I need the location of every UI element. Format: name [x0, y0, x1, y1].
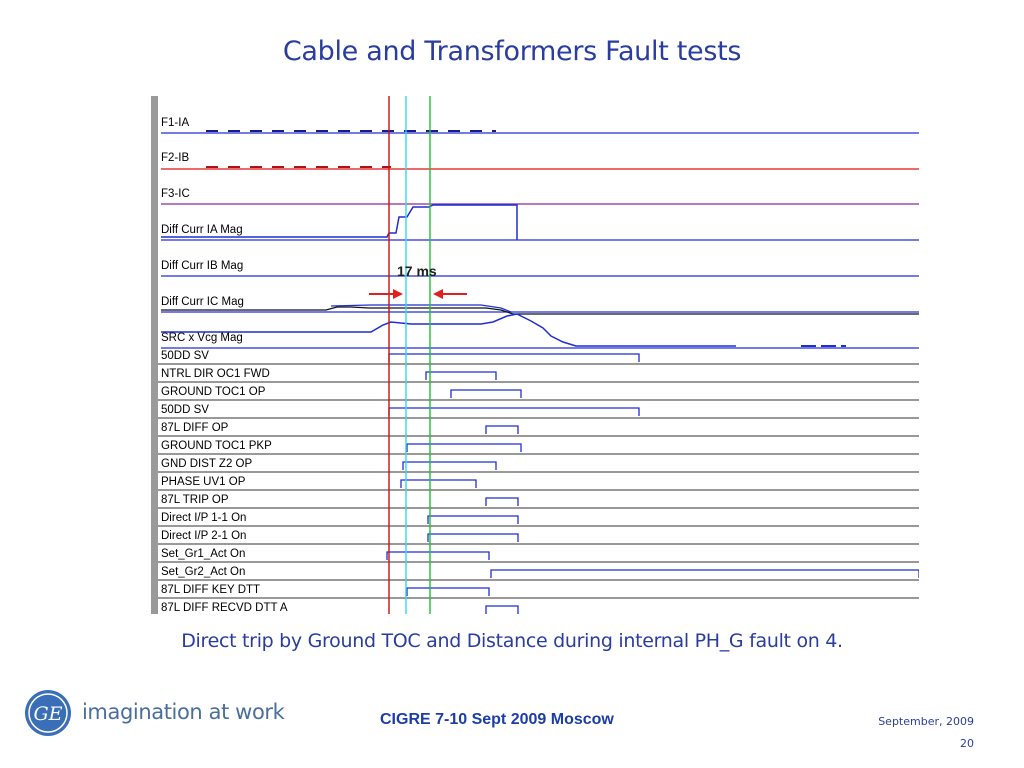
- digital-trace: [485, 425, 519, 434]
- digital-channel-label: 50DD SV: [161, 350, 209, 362]
- digital-trace: [402, 461, 497, 470]
- trace-diff-curr-ic-mag: [161, 306, 919, 315]
- digital-trace: [450, 389, 522, 398]
- digital-trace: [485, 497, 519, 506]
- analog-channel-label: Diff Curr IB Mag: [161, 260, 243, 272]
- trace-src-vcg-mag: [161, 313, 736, 347]
- analog-channel-label: F1-IA: [161, 117, 189, 129]
- oscillography-panel: F1-IA F2-IB F3-IC Diff Curr IA Mag Diff Curr…: [151, 96, 919, 614]
- annotation-17ms: 17 ms: [397, 263, 437, 279]
- tagline: imagination at work: [82, 700, 285, 724]
- digital-channel-label: GROUND TOC1 PKP: [161, 440, 272, 452]
- logo-text: GE: [33, 703, 62, 725]
- page-number: 20: [960, 737, 974, 750]
- digital-trace: [406, 443, 522, 452]
- digital-trace: [400, 479, 477, 488]
- oscillography-chart: F1-IA F2-IB F3-IC Diff Curr IA Mag Diff Curr…: [151, 96, 919, 614]
- slide-caption: Direct trip by Ground TOC and Distance d…: [181, 630, 843, 652]
- digital-channel-label: Set_Gr1_Act On: [161, 548, 245, 560]
- digital-channel-label: 87L TRIP OP: [161, 494, 229, 506]
- digital-channel-label: 87L DIFF KEY DTT: [161, 584, 260, 596]
- digital-channel-label: Direct I/P 1-1 On: [161, 512, 246, 524]
- digital-trace: [427, 533, 519, 542]
- footer-date: September, 2009: [878, 715, 974, 728]
- analog-channel-label: Diff Curr IC Mag: [161, 296, 244, 308]
- digital-channel-label: PHASE UV1 OP: [161, 476, 246, 488]
- ge-logo-icon: GE: [25, 690, 71, 736]
- arrow-left-head-icon: [433, 289, 443, 299]
- analog-channel-label: Diff Curr IA Mag: [161, 224, 243, 236]
- digital-channel-label: 50DD SV: [161, 404, 209, 416]
- digital-trace: [490, 569, 919, 578]
- digital-trace: [388, 353, 640, 362]
- digital-trace: [425, 371, 497, 380]
- digital-trace: [485, 605, 519, 614]
- digital-trace: [388, 407, 640, 416]
- digital-channel-label: NTRL DIR OC1 FWD: [161, 368, 270, 380]
- digital-channel-label: Set_Gr2_Act On: [161, 566, 245, 578]
- digital-channel-label: 87L DIFF RECVD DTT A: [161, 602, 288, 614]
- digital-channel-label: GND DIST Z2 OP: [161, 458, 252, 470]
- digital-channel-label: Direct I/P 2-1 On: [161, 530, 246, 542]
- analog-channel-label: SRC x Vcg Mag: [161, 332, 243, 344]
- digital-trace: [406, 587, 490, 596]
- panel-scrollbar[interactable]: [151, 96, 158, 614]
- trace-diff-curr-ic-mag-overlay: [330, 304, 512, 313]
- digital-channel-label: GROUND TOC1 OP: [161, 386, 266, 398]
- digital-channel-label: 87L DIFF OP: [161, 422, 229, 434]
- analog-channel-label: F2-IB: [161, 152, 189, 164]
- digital-trace: [386, 551, 490, 560]
- arrow-right-head-icon: [393, 289, 403, 299]
- digital-trace: [427, 515, 519, 524]
- footer-event: CIGRE 7-10 Sept 2009 Moscow: [380, 711, 614, 728]
- slide-title: Cable and Transformers Fault tests: [282, 36, 742, 67]
- analog-channel-label: F3-IC: [161, 188, 190, 200]
